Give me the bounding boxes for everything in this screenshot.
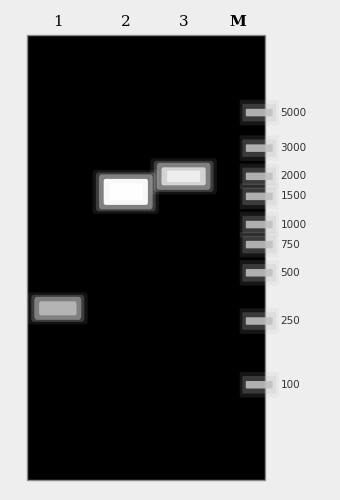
FancyBboxPatch shape [104,179,148,205]
FancyBboxPatch shape [99,174,153,210]
FancyBboxPatch shape [246,144,273,152]
FancyBboxPatch shape [246,318,273,325]
FancyBboxPatch shape [240,232,279,258]
FancyBboxPatch shape [242,376,276,394]
FancyBboxPatch shape [240,136,279,161]
Text: 2: 2 [121,16,131,30]
Text: 1: 1 [53,16,63,30]
FancyBboxPatch shape [246,269,273,276]
FancyBboxPatch shape [92,170,159,214]
FancyBboxPatch shape [242,104,276,122]
FancyBboxPatch shape [246,172,273,180]
Text: 3: 3 [179,16,188,30]
FancyBboxPatch shape [157,163,210,190]
Bar [27,35,265,480]
FancyBboxPatch shape [39,302,76,316]
FancyBboxPatch shape [242,168,276,185]
FancyBboxPatch shape [150,158,217,194]
Text: 1500: 1500 [280,192,307,202]
FancyBboxPatch shape [246,241,273,248]
Text: 500: 500 [280,268,300,278]
FancyBboxPatch shape [240,260,279,285]
FancyBboxPatch shape [109,184,142,200]
Text: 3000: 3000 [280,143,307,153]
FancyBboxPatch shape [31,295,84,322]
FancyBboxPatch shape [242,216,276,234]
FancyBboxPatch shape [240,184,279,209]
FancyBboxPatch shape [246,192,273,200]
Text: 2000: 2000 [280,172,307,181]
FancyBboxPatch shape [242,264,276,281]
FancyBboxPatch shape [167,170,200,182]
Text: 5000: 5000 [280,108,307,118]
FancyBboxPatch shape [240,212,279,238]
FancyBboxPatch shape [28,292,88,324]
FancyBboxPatch shape [242,236,276,254]
Text: 250: 250 [280,316,300,326]
FancyBboxPatch shape [240,164,279,189]
FancyBboxPatch shape [240,308,279,334]
Text: 1000: 1000 [280,220,307,230]
Text: 750: 750 [280,240,300,250]
Text: M: M [230,16,246,30]
FancyBboxPatch shape [246,109,273,116]
FancyBboxPatch shape [154,161,214,192]
Text: 100: 100 [280,380,300,390]
FancyBboxPatch shape [246,221,273,228]
FancyBboxPatch shape [242,188,276,205]
FancyBboxPatch shape [242,312,276,330]
FancyBboxPatch shape [242,140,276,157]
FancyBboxPatch shape [34,297,81,320]
FancyBboxPatch shape [240,100,279,126]
FancyBboxPatch shape [240,372,279,398]
FancyBboxPatch shape [162,168,206,186]
FancyBboxPatch shape [96,172,156,212]
FancyBboxPatch shape [246,381,273,388]
